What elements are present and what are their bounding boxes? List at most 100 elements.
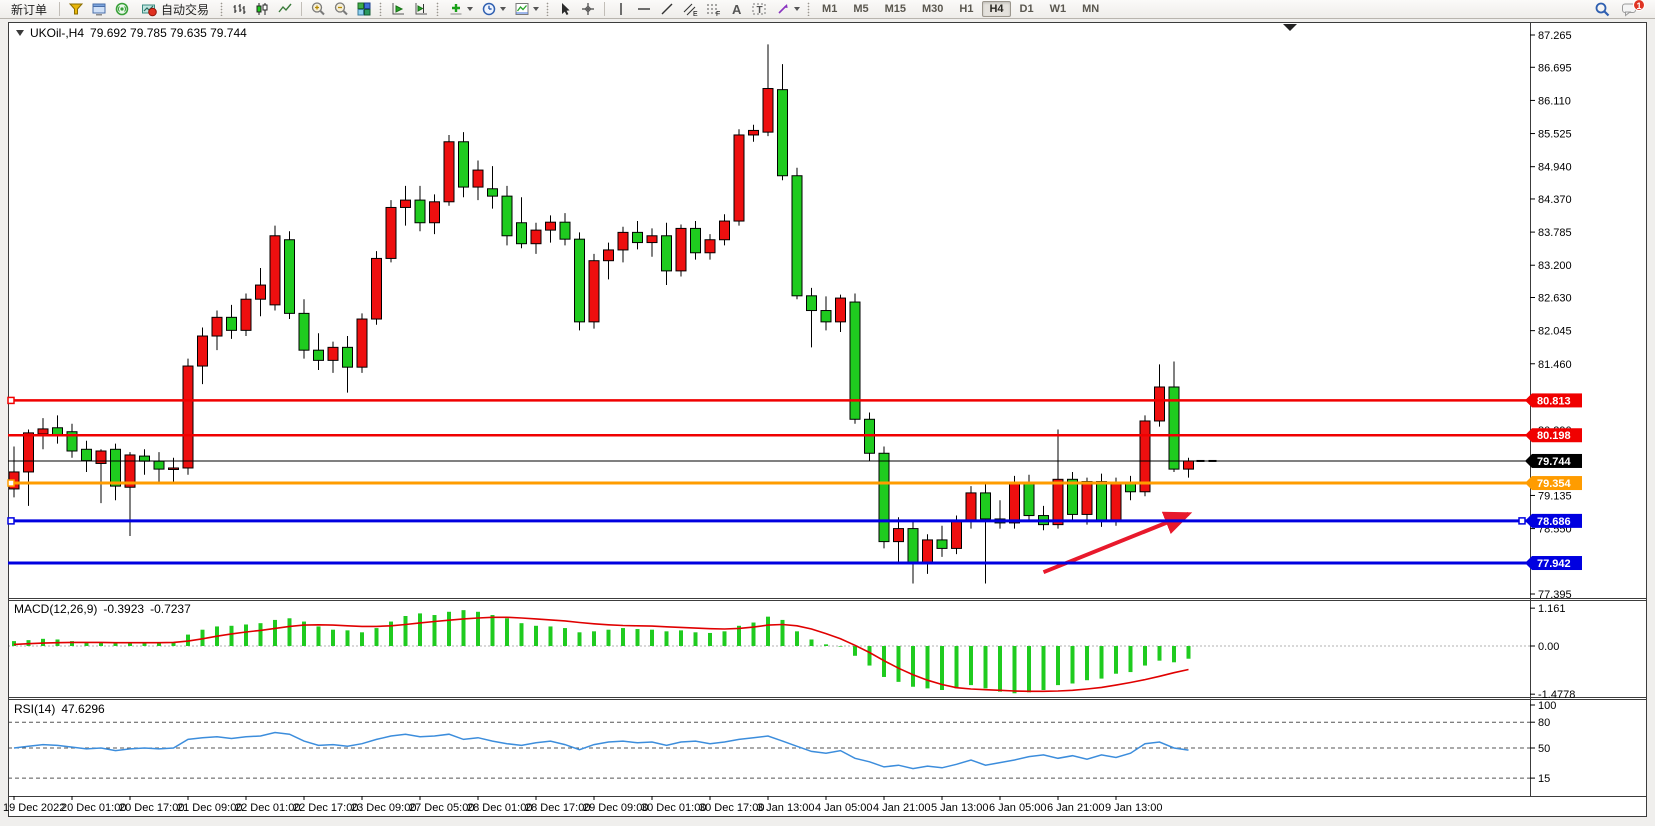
- svg-text:84.940: 84.940: [1538, 162, 1572, 174]
- macd-name: MACD(12,26,9): [14, 602, 98, 616]
- toolbar-separator: [604, 2, 606, 16]
- signals-icon[interactable]: [111, 1, 133, 18]
- rsi-value: 47.6296: [61, 702, 105, 716]
- timeframe-button-M15[interactable]: M15: [884, 3, 906, 15]
- search-icon[interactable]: [1591, 1, 1613, 18]
- trendline-tool-icon[interactable]: [656, 1, 678, 18]
- svg-text:6 Jan 05:00: 6 Jan 05:00: [989, 802, 1047, 814]
- chat-icon[interactable]: 1: [1619, 0, 1645, 18]
- cursor-tool-icon[interactable]: [554, 1, 576, 18]
- svg-text:22 Dec 17:00: 22 Dec 17:00: [293, 802, 358, 814]
- svg-text:80.198: 80.198: [1537, 430, 1571, 442]
- toolbar-grip: [379, 2, 384, 16]
- new-order-button[interactable]: 新订单: [4, 1, 54, 18]
- svg-text:79.744: 79.744: [1537, 456, 1572, 468]
- svg-text:28 Dec 01:00: 28 Dec 01:00: [467, 802, 532, 814]
- templates-icon[interactable]: [510, 1, 542, 18]
- zoom-out-icon[interactable]: [330, 1, 352, 18]
- market-depth-icon[interactable]: [65, 1, 87, 18]
- zoom-in-icon[interactable]: [307, 1, 329, 18]
- timeframe-button-M5[interactable]: M5: [853, 3, 869, 15]
- svg-text:4 Jan 05:00: 4 Jan 05:00: [815, 802, 873, 814]
- svg-text:79.135: 79.135: [1538, 490, 1572, 502]
- periods-icon[interactable]: [477, 1, 509, 18]
- svg-text:29 Dec 09:00: 29 Dec 09:00: [583, 802, 648, 814]
- toolbar-grip: [436, 2, 441, 16]
- svg-text:86.110: 86.110: [1538, 95, 1571, 107]
- terminal-window-icon[interactable]: [88, 1, 110, 18]
- crosshair-tool-icon[interactable]: [577, 1, 599, 18]
- price-axis[interactable]: 87.265 86.695 86.110 85.525 84.940 84.370 83.7…: [1525, 30, 1582, 785]
- svg-text:22 Dec 01:00: 22 Dec 01:00: [235, 802, 300, 814]
- timeframe-button-H4[interactable]: H4: [982, 1, 1011, 17]
- svg-text:80.813: 80.813: [1537, 395, 1571, 407]
- text-tool-icon[interactable]: A: [725, 1, 747, 18]
- svg-text:30 Dec 01:00: 30 Dec 01:00: [641, 802, 706, 814]
- dropdown-caret: [499, 7, 506, 11]
- candlestick-chart-type-icon[interactable]: [251, 1, 273, 18]
- timeframe-group: M1 M5 M15 M30 H1 H4 D1 W1 MN: [815, 1, 1106, 17]
- timeframe-button-MN[interactable]: MN: [1082, 3, 1100, 15]
- dropdown-caret: [466, 7, 473, 11]
- svg-text:85.525: 85.525: [1538, 129, 1572, 141]
- chart-symbol-period: UKOil-,H4: [30, 26, 85, 40]
- autotrading-label: 自动交易: [161, 2, 210, 17]
- svg-text:77.942: 77.942: [1537, 558, 1571, 570]
- hline-handle[interactable]: [1518, 517, 1526, 525]
- svg-text:E: E: [693, 11, 698, 17]
- svg-text:82.630: 82.630: [1538, 293, 1572, 305]
- price-badge: 77.942: [1525, 556, 1582, 571]
- svg-text:23 Dec 09:00: 23 Dec 09:00: [351, 802, 416, 814]
- svg-text:84.370: 84.370: [1538, 194, 1572, 206]
- svg-text:1.161: 1.161: [1538, 603, 1566, 615]
- hline-handle[interactable]: [7, 396, 15, 405]
- timeframe-button-D1[interactable]: D1: [1019, 3, 1034, 15]
- one-click-trading-toggle-icon[interactable]: [16, 30, 24, 36]
- svg-text:83.200: 83.200: [1538, 260, 1572, 272]
- toolbar-separator: [301, 2, 303, 16]
- text-label-tool-icon[interactable]: T: [748, 1, 770, 18]
- auto-scroll-icon[interactable]: [387, 1, 409, 18]
- svg-text:20 Dec 17:00: 20 Dec 17:00: [119, 802, 184, 814]
- tile-windows-icon[interactable]: [353, 1, 375, 18]
- svg-text:3 Jan 13:00: 3 Jan 13:00: [757, 802, 815, 814]
- line-chart-type-icon[interactable]: [274, 1, 296, 18]
- toolbar-grip: [220, 2, 225, 16]
- svg-text:78.686: 78.686: [1537, 516, 1571, 528]
- macd-indicator-label: MACD(12,26,9) -0.3923 -0.7237: [14, 602, 191, 616]
- rsi-indicator-label: RSI(14) 47.6296: [14, 702, 105, 716]
- svg-text:50: 50: [1538, 743, 1550, 755]
- chart-shift-marker[interactable]: [1283, 24, 1297, 31]
- macd-pane[interactable]: [8, 610, 1530, 694]
- new-order-label: 新订单: [11, 2, 48, 17]
- svg-text:4 Jan 21:00: 4 Jan 21:00: [873, 802, 931, 814]
- equidistant-channel-tool-icon[interactable]: E: [679, 1, 701, 18]
- hline-handle[interactable]: [7, 517, 15, 525]
- price-badge: 78.686: [1525, 513, 1582, 528]
- indicators-icon[interactable]: [444, 1, 476, 18]
- toolbar-grip: [807, 2, 812, 16]
- horizontal-line-objects[interactable]: [7, 396, 1530, 565]
- chart-header: UKOil-,H4 79.692 79.785 79.635 79.744: [16, 26, 247, 40]
- chart-shift-icon[interactable]: [410, 1, 432, 18]
- arrows-tool-icon[interactable]: [771, 1, 803, 18]
- svg-text:6 Jan 21:00: 6 Jan 21:00: [1047, 802, 1105, 814]
- rsi-pane[interactable]: [8, 721, 1530, 779]
- vertical-line-tool-icon[interactable]: [610, 1, 632, 18]
- fibonacci-tool-icon[interactable]: F: [702, 1, 724, 18]
- price-badge: 80.813: [1525, 393, 1582, 408]
- timeframe-button-M30[interactable]: M30: [922, 3, 944, 15]
- hline-handle[interactable]: [7, 479, 15, 487]
- timeframe-button-H1[interactable]: H1: [959, 3, 974, 15]
- svg-text:21 Dec 09:00: 21 Dec 09:00: [177, 802, 242, 814]
- timeframe-button-M1[interactable]: M1: [822, 3, 838, 15]
- bar-chart-type-icon[interactable]: [228, 1, 250, 18]
- svg-text:79.354: 79.354: [1537, 478, 1572, 490]
- svg-text:T: T: [757, 5, 763, 16]
- horizontal-line-tool-icon[interactable]: [633, 1, 655, 18]
- timeframe-button-W1[interactable]: W1: [1049, 3, 1067, 15]
- autotrading-button[interactable]: 自动交易: [134, 1, 216, 18]
